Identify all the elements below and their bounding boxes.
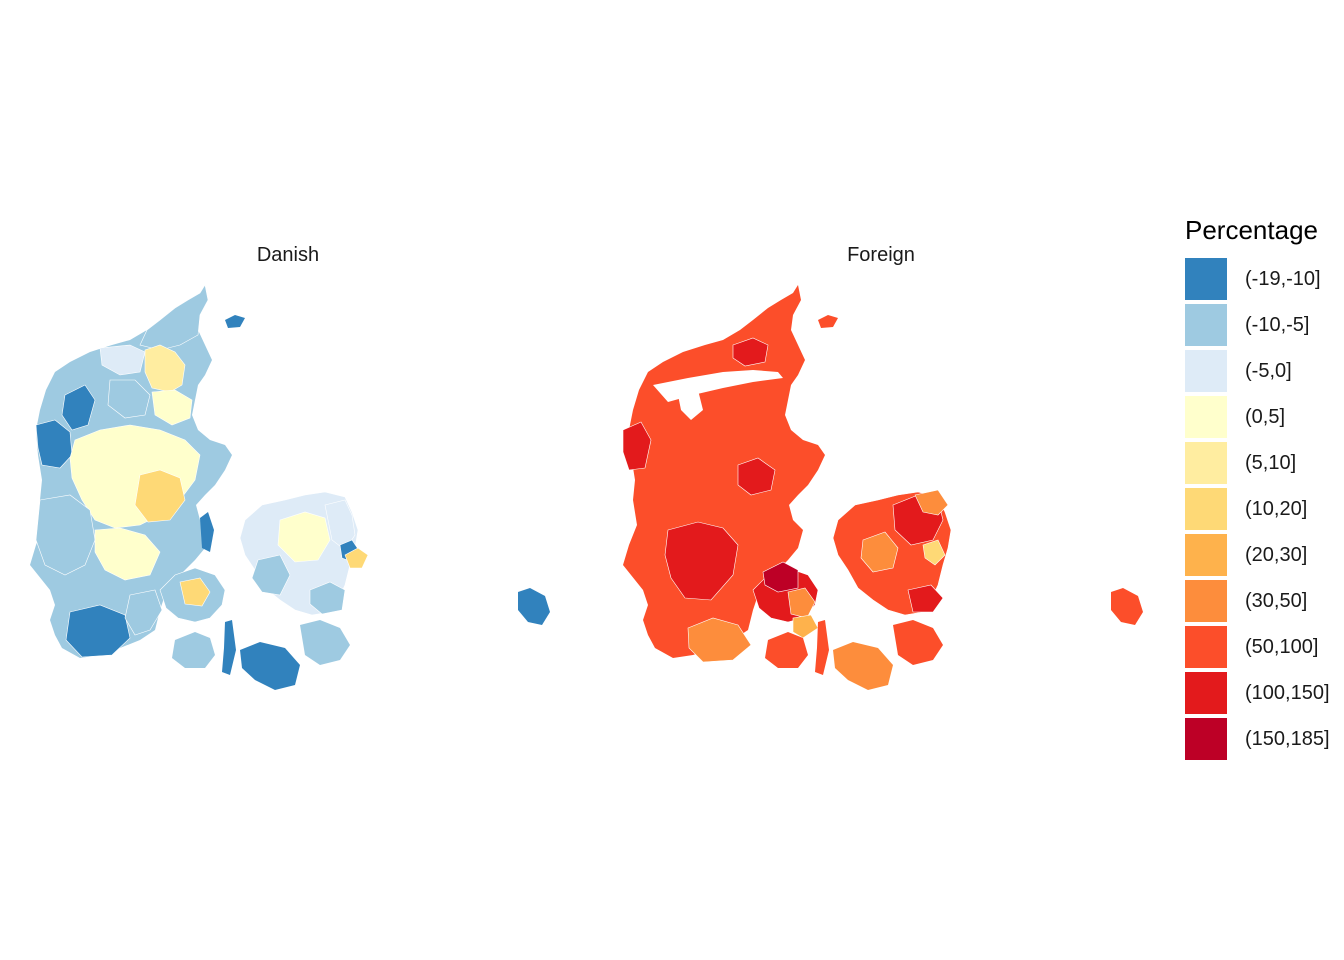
legend-swatch (1185, 534, 1227, 576)
legend-swatch (1185, 580, 1227, 622)
legend-item: (30,50] (1185, 578, 1344, 624)
legend-label: (-19,-10] (1245, 267, 1321, 290)
legend-item: (-5,0] (1185, 348, 1344, 394)
legend-label: (100,150] (1245, 681, 1330, 704)
legend-item: (5,10] (1185, 440, 1344, 486)
legend-item: (-19,-10] (1185, 256, 1344, 302)
legend-swatch (1185, 672, 1227, 714)
legend-item: (50,100] (1185, 624, 1344, 670)
legend-title: Percentage (1185, 215, 1318, 245)
legend: Percentage (-19,-10] (-10,-5] (-5,0] (0,5](… (1185, 215, 1344, 762)
legend-label: (0,5] (1245, 405, 1286, 428)
legend-label: (50,100] (1245, 635, 1319, 658)
legend-label: (20,30] (1245, 543, 1308, 566)
legend-swatch (1185, 442, 1227, 484)
panel-title-danish: Danish (256, 244, 320, 266)
legend-label: (5,10] (1245, 451, 1297, 474)
legend-swatch (1185, 488, 1227, 530)
legend-swatch (1185, 258, 1227, 300)
legend-label: (30,50] (1245, 589, 1308, 612)
foreign-map (622, 285, 1143, 690)
legend-label: (-10,-5] (1245, 313, 1310, 336)
legend-swatch (1185, 304, 1227, 346)
legend-item: (-10,-5] (1185, 302, 1344, 348)
legend-swatch (1185, 396, 1227, 438)
legend-swatch (1185, 350, 1227, 392)
danish-map (30, 284, 550, 690)
legend-label: (150,185] (1245, 727, 1330, 750)
legend-swatch (1185, 626, 1227, 668)
legend-item: (150,185] (1185, 716, 1344, 762)
legend-item: (10,20] (1185, 486, 1344, 532)
legend-item: (20,30] (1185, 532, 1344, 578)
legend-item: (0,5] (1185, 394, 1344, 440)
legend-label: (10,20] (1245, 497, 1308, 520)
legend-items: (-19,-10] (-10,-5] (-5,0] (0,5] (5,10] (10,20… (1185, 256, 1344, 762)
legend-label: (-5,0] (1245, 359, 1292, 382)
legend-item: (100,150] (1185, 670, 1344, 716)
panel-title-foreign: Foreign (847, 244, 915, 266)
legend-swatch (1185, 718, 1227, 760)
